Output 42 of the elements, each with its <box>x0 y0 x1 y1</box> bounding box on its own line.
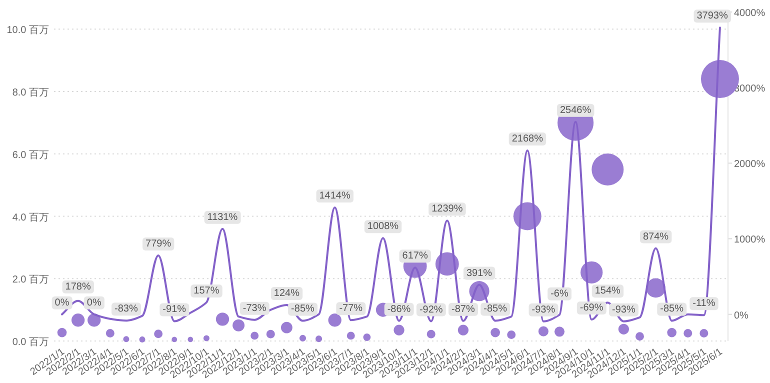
y-tick-label: 6.0 百万 <box>12 150 49 161</box>
data-label: 178% <box>65 281 91 292</box>
data-label: 779% <box>146 238 172 250</box>
y-tick-label: 10.0 百万 <box>6 25 49 36</box>
data-label: 157% <box>194 285 220 296</box>
data-label: -73% <box>242 302 266 314</box>
y-tick-label: 0.0 百万 <box>12 337 49 348</box>
data-label: -92% <box>419 304 443 316</box>
y2-tick-label: 0% <box>734 310 749 322</box>
data-label: 154% <box>594 286 621 297</box>
data-label: -87% <box>452 304 475 315</box>
data-label: 874% <box>642 231 669 242</box>
data-label: -69% <box>580 302 604 314</box>
data-label: 3793% <box>696 10 728 22</box>
y2-tick-label: 2000% <box>734 159 766 170</box>
data-label: -11% <box>692 298 716 310</box>
data-label: 1131% <box>207 212 238 223</box>
data-label: 2168% <box>512 133 544 144</box>
data-label: 0% <box>54 297 70 308</box>
data-label: -93% <box>612 304 636 316</box>
y-tick-label: 2.0 百万 <box>12 274 49 286</box>
y-tick-label: 8.0 百万 <box>12 88 49 99</box>
data-label: -93% <box>532 304 556 316</box>
y2-tick-label: 4000% <box>734 8 766 19</box>
data-label: -91% <box>162 304 186 316</box>
data-label: -85% <box>484 304 508 315</box>
y2-tick-label: 1000% <box>734 234 766 246</box>
data-label: 2546% <box>560 104 592 116</box>
data-label: -83% <box>114 304 138 315</box>
data-label: -85% <box>660 304 684 315</box>
data-label: 0% <box>86 297 102 308</box>
data-label: 1008% <box>367 221 399 232</box>
data-label: 1239% <box>432 204 463 215</box>
data-label: -77% <box>339 303 363 314</box>
data-label: 1414% <box>319 190 351 202</box>
data-label: 391% <box>466 268 492 279</box>
data-label: -85% <box>291 304 315 315</box>
data-label: 124% <box>274 288 300 299</box>
y-tick-label: 4.0 百万 <box>12 212 49 224</box>
data-label: 617% <box>402 250 428 262</box>
data-label: -6% <box>550 288 568 300</box>
data-label: -86% <box>387 304 411 315</box>
